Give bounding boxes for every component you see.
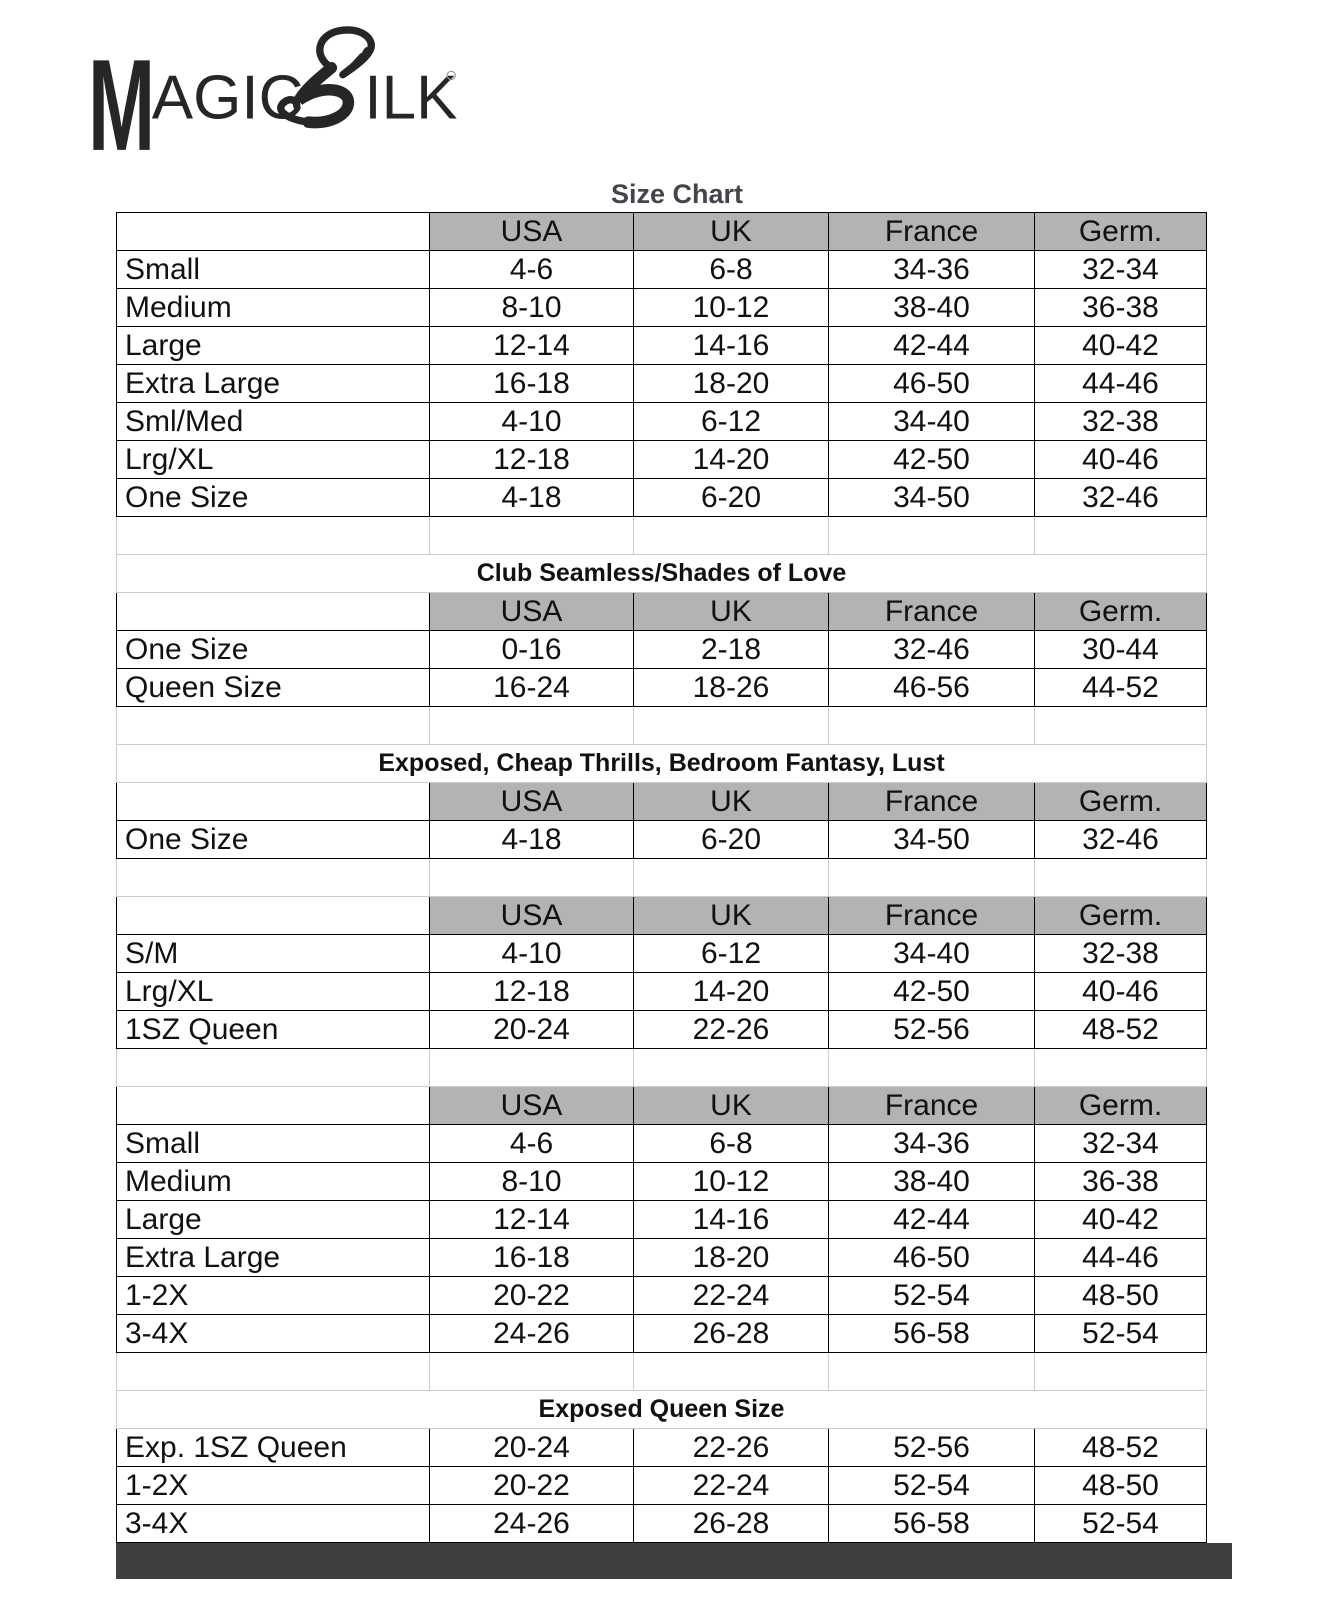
svg-text:M: M	[88, 32, 155, 158]
svg-text:AGIC: AGIC	[152, 64, 304, 133]
svg-text:ILK: ILK	[364, 64, 457, 133]
